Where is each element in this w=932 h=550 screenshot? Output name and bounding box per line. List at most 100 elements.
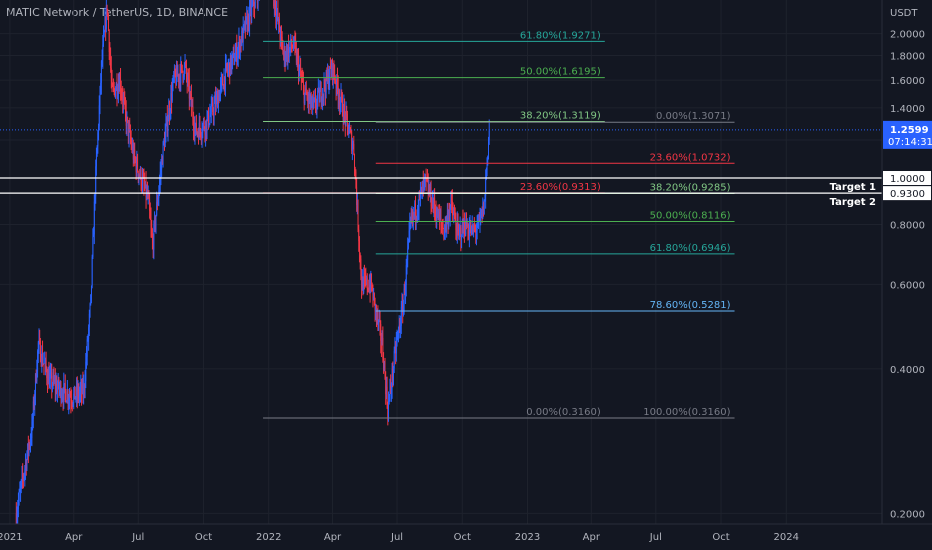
candle-body xyxy=(286,48,288,60)
candle-body xyxy=(73,386,75,394)
candle-body xyxy=(76,386,78,398)
candle-body xyxy=(475,228,477,233)
time-axis[interactable] xyxy=(0,524,932,550)
grid-layer xyxy=(0,0,882,524)
candle-body xyxy=(119,77,121,92)
candle-body xyxy=(420,187,422,192)
levels-layer[interactable]: Target 1 Target 2 xyxy=(0,129,882,208)
candle-body xyxy=(91,285,92,295)
candle-body xyxy=(359,241,360,254)
candle-body xyxy=(350,130,352,133)
price-axis[interactable] xyxy=(882,0,932,550)
candle-body xyxy=(169,111,171,116)
candle-body xyxy=(424,174,426,178)
candle-body xyxy=(101,59,103,62)
x-tick-label: Jul xyxy=(131,532,144,543)
candle-body xyxy=(295,43,297,48)
candle-body xyxy=(81,382,83,394)
candle-body xyxy=(323,80,325,94)
candle-body xyxy=(326,72,328,79)
candle-body xyxy=(457,222,459,229)
candle-body xyxy=(53,375,55,382)
x-tick-label: Apr xyxy=(583,532,601,543)
candle-body xyxy=(113,86,115,89)
candle-body xyxy=(298,68,300,77)
candle-body xyxy=(338,97,340,100)
candle-body xyxy=(442,228,444,230)
candle-body xyxy=(134,149,136,159)
candle-body xyxy=(294,38,296,44)
fib-level-label: 50.00%(1.6195) xyxy=(520,67,601,78)
candle-body xyxy=(464,232,466,235)
candle-body xyxy=(157,198,159,205)
candle-body xyxy=(88,313,90,328)
candle-body xyxy=(415,203,416,219)
target-price-label: 1.0000 xyxy=(890,174,925,185)
candle-body xyxy=(89,303,91,314)
candle-body xyxy=(212,111,214,116)
candle-body xyxy=(73,393,75,404)
candle-body xyxy=(216,95,218,98)
candle-body xyxy=(363,276,365,293)
candle-body xyxy=(384,364,386,377)
candle-body xyxy=(165,124,167,133)
candle-body xyxy=(281,36,283,44)
candle-body xyxy=(360,258,362,277)
candle-body xyxy=(485,179,487,197)
chart-title: MATIC Network / TetherUS, 1D, BINANCE xyxy=(6,6,229,19)
candle-body xyxy=(120,77,121,92)
candle-body xyxy=(156,201,158,216)
candle-body xyxy=(402,303,404,315)
candle-body xyxy=(195,123,197,134)
candle-body xyxy=(71,402,73,404)
candle-body xyxy=(80,384,82,390)
candle-body xyxy=(161,158,163,165)
candle-body xyxy=(193,128,195,133)
candle-body xyxy=(61,396,63,398)
candle-body xyxy=(400,325,402,330)
candle-body xyxy=(159,172,161,182)
x-tick-label: 2024 xyxy=(774,532,799,543)
candle-body xyxy=(358,229,360,242)
candle-body xyxy=(69,396,70,400)
candle-body xyxy=(29,443,31,445)
candle-body xyxy=(77,388,79,396)
candle-body xyxy=(417,207,419,213)
candle-body xyxy=(447,213,449,225)
candle-body xyxy=(81,384,82,394)
candle-body xyxy=(431,206,433,208)
candle-body xyxy=(361,278,363,291)
candle-body xyxy=(198,122,200,140)
candle-body xyxy=(166,117,168,125)
candle-body xyxy=(21,474,23,481)
candle-body xyxy=(58,378,60,390)
candle-body xyxy=(222,78,224,86)
candle-body xyxy=(137,171,139,178)
candle-body xyxy=(108,30,110,52)
candle-body xyxy=(317,90,319,99)
candle-body xyxy=(444,229,445,237)
candle-body xyxy=(403,288,405,304)
candle-body xyxy=(339,100,341,105)
candle-body xyxy=(147,193,149,198)
candle-body xyxy=(238,39,240,48)
candle-body xyxy=(325,72,327,93)
candle-body xyxy=(462,220,464,231)
candle-body xyxy=(65,390,67,403)
candle-body xyxy=(472,224,474,233)
candle-body xyxy=(159,181,160,191)
candle-body xyxy=(117,84,119,94)
candle-body xyxy=(293,45,294,48)
candle-body xyxy=(205,120,207,135)
candle-body xyxy=(178,74,180,81)
candle-body xyxy=(132,147,134,160)
candle-body xyxy=(116,83,118,96)
candle-body xyxy=(17,500,19,510)
candle-body xyxy=(393,368,394,377)
candle-body xyxy=(465,218,467,235)
candle-body xyxy=(50,372,52,374)
candle-body xyxy=(139,169,141,176)
candle-body xyxy=(16,515,18,524)
